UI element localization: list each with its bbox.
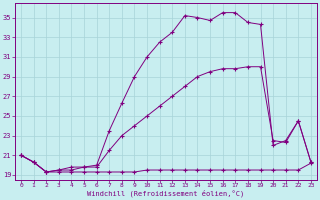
X-axis label: Windchill (Refroidissement éolien,°C): Windchill (Refroidissement éolien,°C) [87,190,244,197]
